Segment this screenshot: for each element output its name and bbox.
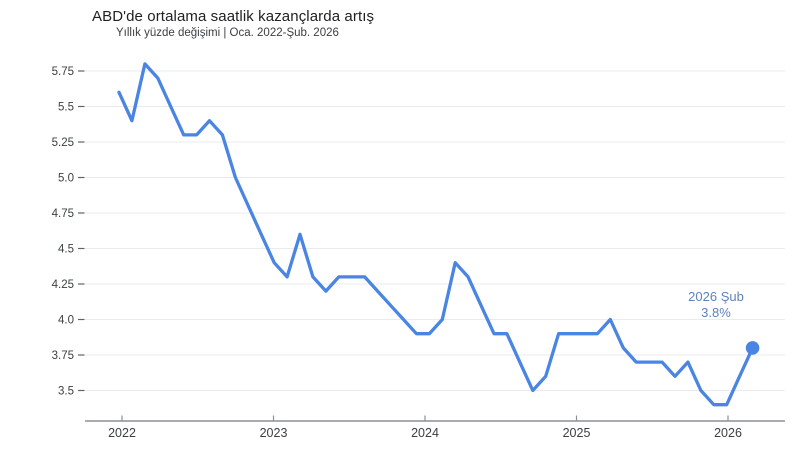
y-tick-label: 4.25 <box>52 279 74 291</box>
end-point-dot <box>745 341 760 355</box>
y-tick-label: 4.75 <box>52 208 74 220</box>
y-tick-label: 5.25 <box>52 137 74 149</box>
y-tick-label: 4.0 <box>58 315 74 327</box>
y-tick-label: 5.75 <box>52 66 74 78</box>
annotation-date: 2026 Şub <box>688 289 744 304</box>
x-tick-label: 2024 <box>411 426 439 440</box>
last-point-annotation: 2026 Şub 3.8% <box>688 289 744 321</box>
annotation-value: 3.8% <box>701 305 731 320</box>
x-tick-label: 2023 <box>260 426 288 440</box>
trend-line <box>117 62 755 407</box>
x-tick-label: 2025 <box>563 426 591 440</box>
y-tick-label: 5.5 <box>58 102 74 114</box>
y-tick-label: 5.0 <box>58 173 74 185</box>
x-tick-label: 2026 <box>714 426 742 440</box>
chart-title: ABD'de ortalama saatlik kazançlarda artı… <box>92 8 375 25</box>
y-tick-label: 3.75 <box>52 350 74 362</box>
x-tick-label: 2022 <box>108 426 136 440</box>
y-tick-label: 3.5 <box>58 386 74 398</box>
y-tick-label: 4.5 <box>58 244 74 256</box>
chart-subtitle: Yıllık yüzde değişimi | Oca. 2022-Şub. 2… <box>116 27 339 39</box>
